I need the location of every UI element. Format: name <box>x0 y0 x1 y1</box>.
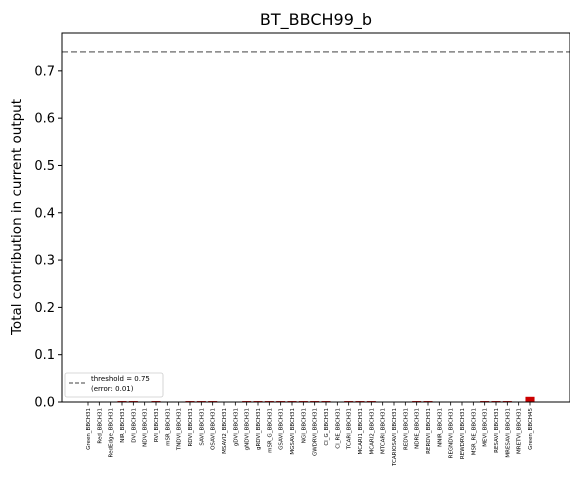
x-tick-label: MCARI1_BBCH31 <box>358 408 364 454</box>
x-tick-label: GWDRVI_BBCH31 <box>313 408 319 456</box>
x-tick-label: MSR_RE_BBCH31 <box>471 408 477 455</box>
x-tick-label: MRESAVI_BBCH31 <box>505 408 511 458</box>
y-tick-label: 0.0 <box>34 396 55 411</box>
x-tick-label: MCARI2_BBCH31 <box>369 408 375 454</box>
x-tick-label: mSR_BBCH31 <box>165 408 171 446</box>
y-tick-label: 0.5 <box>34 159 55 174</box>
x-tick-label: MGSAVI_BBCH31 <box>290 408 296 455</box>
x-tick-label: gRDVI_BBCH31 <box>256 408 262 450</box>
x-tick-label: Green_BBCH45 <box>528 408 534 450</box>
x-tick-label: Green_BBCH31 <box>86 408 92 450</box>
legend-threshold-label: threshold = 0.75 <box>91 375 150 383</box>
legend-error-label: (error: 0.01) <box>91 385 134 393</box>
x-tick-label: SAVI_BBCH31 <box>199 408 205 446</box>
x-tick-label: TCARIOSAVI_BBCH31 <box>392 408 398 467</box>
y-tick-label: 0.3 <box>34 254 55 269</box>
x-tick-label: CI_G_BBCH31 <box>324 408 330 446</box>
x-tick-label: MTCARI_BBCH31 <box>381 408 387 454</box>
x-tick-label: OSAVI_BBCH31 <box>211 408 217 450</box>
x-tick-label: NIR_BBCH31 <box>120 408 126 443</box>
y-tick-label: 0.2 <box>34 301 55 316</box>
x-tick-label: RedEdge_BBCH31 <box>109 408 115 457</box>
bar <box>525 396 535 402</box>
y-tick-label: 0.4 <box>34 206 55 221</box>
x-tick-label: RERDVI_BBCH31 <box>426 408 432 454</box>
plot-frame <box>61 32 570 403</box>
x-tick-label: NDRE_BBCH31 <box>415 408 421 449</box>
x-tick-label: REDVI_BBCH31 <box>403 408 409 450</box>
x-tick-label: REGNDVI_BBCH31 <box>449 408 455 458</box>
y-tick-label: 0.6 <box>34 112 55 127</box>
x-tick-label: mSR_G_BBCH31 <box>267 408 273 453</box>
x-axis: Green_BBCH31 Red_BBCH31 RedEdge_BBCH31 NIR_… <box>86 402 534 467</box>
x-tick-label: MRETVI_BBCH31 <box>517 408 523 454</box>
y-tick-label: 0.1 <box>34 348 55 363</box>
x-tick-label: RVI_BBCH31 <box>154 408 160 442</box>
y-axis-label: Total contribution in current output <box>9 99 25 336</box>
x-tick-label: Red_BBCH31 <box>97 408 103 444</box>
y-tick-label: 0.7 <box>34 64 55 79</box>
x-tick-label: REWDRVI_BBCH31 <box>460 408 466 459</box>
x-tick-label: GSAVI_BBCH31 <box>279 408 285 450</box>
legend: threshold = 0.75 (error: 0.01) <box>64 372 164 398</box>
x-tick-label: gNDVI_BBCH31 <box>245 408 251 450</box>
x-tick-label: RDVI_BBCH31 <box>188 408 194 447</box>
chart-title: BT_BBCH99_b <box>260 10 372 30</box>
x-tick-label: NNIR_BBCH31 <box>437 408 443 447</box>
x-tick-label: TNDVI_BBCH31 <box>177 408 183 451</box>
x-tick-label: NGI_BBCH31 <box>301 408 307 443</box>
x-tick-label: TCARI_BBCH31 <box>347 408 353 450</box>
x-tick-label: MSAVI2_BBCH31 <box>222 408 228 454</box>
y-axis: 0.0 0.1 0.2 0.3 0.4 0.5 0.6 0.7 <box>34 64 62 411</box>
x-tick-label: NDVI_BBCH31 <box>143 408 149 447</box>
x-tick-label: MEVI_BBCH31 <box>483 408 489 447</box>
x-tick-label: gDVI_BBCH31 <box>233 408 239 446</box>
legend-box <box>64 372 164 398</box>
x-tick-label: DVI_BBCH31 <box>131 408 137 443</box>
x-tick-label: RESAVI_BBCH31 <box>494 408 500 453</box>
x-tick-label: CI_RE_BBCH31 <box>335 408 341 449</box>
